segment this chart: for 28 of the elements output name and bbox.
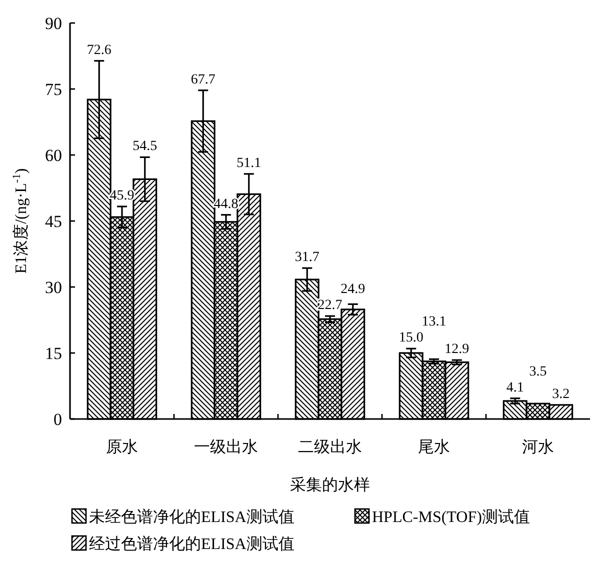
legend-label: 经过色谱净化的ELISA测试值 — [89, 535, 294, 553]
y-tick-label: 90 — [45, 14, 62, 33]
data-label: 4.1 — [506, 380, 524, 396]
data-label: 3.5 — [529, 364, 547, 380]
y-tick-label: 75 — [45, 80, 62, 99]
x-tick-label: 一级出水 — [194, 438, 258, 456]
data-label: 31.7 — [294, 250, 320, 266]
y-tick-label: 0 — [54, 410, 62, 429]
y-tick-label: 30 — [45, 278, 62, 297]
data-label: 72.6 — [86, 42, 112, 58]
data-label: 15.0 — [398, 330, 424, 346]
data-label: 54.5 — [132, 139, 158, 154]
y-tick-label: 15 — [45, 344, 62, 363]
legend-label: 未经色谱净化的ELISA测试值 — [89, 508, 294, 526]
x-tick-label: 尾水 — [418, 438, 450, 456]
data-label: 24.9 — [340, 282, 366, 298]
data-label: 51.1 — [236, 156, 262, 171]
y-tick-label: 45 — [45, 212, 62, 231]
x-axis-title: 采集的水样 — [290, 476, 370, 494]
x-tick-label: 河水 — [522, 438, 554, 456]
data-label: 67.7 — [190, 72, 216, 88]
y-tick-label: 60 — [45, 146, 62, 165]
data-label: 13.1 — [422, 314, 446, 330]
legend-label: HPLC-MS(TOF)测试值 — [372, 508, 530, 526]
data-label: 3.2 — [552, 386, 570, 402]
x-tick-label: 原水 — [106, 438, 138, 456]
data-label: 12.9 — [444, 342, 470, 358]
x-tick-label: 二级出水 — [298, 438, 362, 456]
